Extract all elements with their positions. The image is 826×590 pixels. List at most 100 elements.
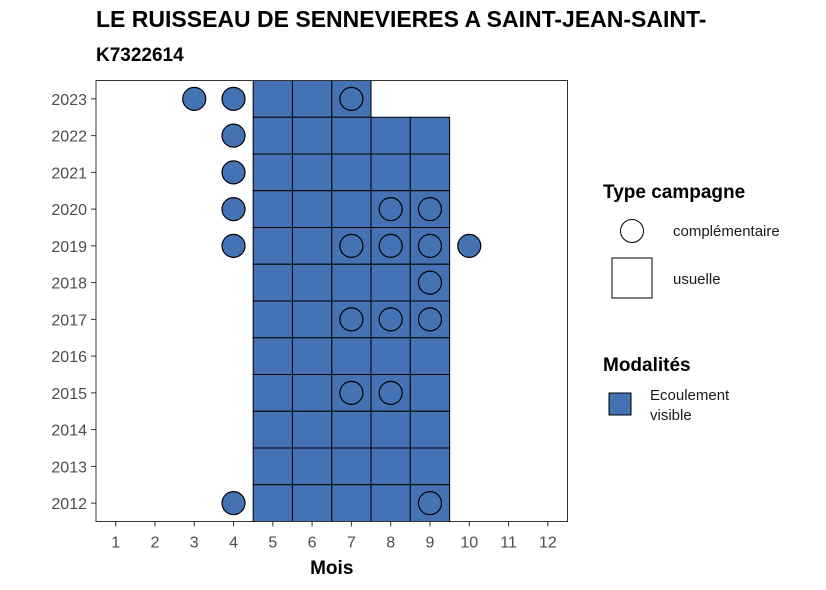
- point-complementaire-2023-3: [182, 86, 207, 111]
- cell-usuelle-2021-5: [252, 153, 293, 192]
- cell-usuelle-2019-6: [291, 227, 333, 265]
- legend-type-campagne-title: Type campagne: [603, 182, 745, 203]
- cell-usuelle-2015-7: [331, 374, 372, 412]
- legend-type-campagne: Type campagne complémentaire usuelle: [603, 182, 780, 299]
- cell-usuelle-2018-8: [370, 263, 411, 302]
- cell-usuelle-2016-6: [291, 337, 333, 375]
- x-tick-label-1: 1: [111, 535, 120, 552]
- cell-usuelle-2013-8: [370, 447, 411, 486]
- point-complementaire-2018-9: [417, 270, 443, 295]
- legend-complementaire-label: complémentaire: [673, 223, 780, 240]
- y-tick-label-2018: 2018: [51, 276, 87, 293]
- y-tick-label-2017: 2017: [51, 312, 87, 329]
- cell-usuelle-2013-7: [331, 447, 372, 486]
- cell-usuelle-2018-5: [252, 263, 293, 302]
- cell-usuelle-2014-5: [252, 410, 293, 449]
- cell-usuelle-2019-8: [370, 227, 411, 265]
- cell-usuelle-2019-9: [409, 227, 451, 265]
- point-complementaire-2017-9: [417, 307, 443, 332]
- x-tick-label-12: 12: [539, 535, 557, 552]
- x-tick-label-4: 4: [229, 535, 238, 552]
- x-tick-label-7: 7: [347, 535, 356, 552]
- chart-subtitle: K7322614: [96, 45, 184, 66]
- cell-usuelle-2012-7: [331, 484, 372, 522]
- cell-usuelle-2017-8: [370, 300, 411, 339]
- cell-usuelle-2017-9: [409, 300, 451, 339]
- y-tick-label-2021: 2021: [51, 165, 87, 182]
- cell-usuelle-2013-9: [409, 447, 451, 486]
- legend-usuelle-label: usuelle: [673, 271, 721, 288]
- cell-usuelle-2013-5: [252, 447, 293, 486]
- cell-usuelle-2019-5: [252, 227, 293, 265]
- legend-ecoulement-label-line2: visible: [650, 407, 692, 424]
- cell-usuelle-2012-6: [291, 484, 333, 522]
- legend-modalites-title: Modalités: [603, 355, 691, 376]
- cell-usuelle-2018-9: [409, 263, 451, 302]
- x-tick-label-9: 9: [426, 535, 435, 552]
- x-tick-label-11: 11: [500, 535, 517, 552]
- x-tick-label-6: 6: [308, 535, 317, 552]
- cell-usuelle-2020-7: [331, 190, 372, 228]
- y-tick-label-2016: 2016: [51, 349, 87, 366]
- cell-usuelle-2015-9: [409, 374, 451, 412]
- point-complementaire-2015-7: [339, 380, 364, 405]
- point-complementaire-2023-7: [339, 86, 364, 111]
- x-axis-title: Mois: [310, 558, 353, 579]
- point-complementaire-2019-7: [339, 233, 364, 258]
- point-complementaire-2019-8: [378, 233, 403, 258]
- cell-usuelle-2012-8: [370, 484, 411, 522]
- point-complementaire-2021-4: [221, 160, 246, 185]
- chart-title: LE RUISSEAU DE SENNEVIERES A SAINT-JEAN-…: [96, 6, 707, 32]
- point-complementaire-2019-10: [457, 233, 482, 258]
- cell-usuelle-2022-5: [252, 116, 293, 155]
- y-tick-label-2023: 2023: [51, 92, 87, 109]
- legend-circle-key: [620, 219, 644, 243]
- cell-usuelle-2021-9: [409, 153, 451, 192]
- y-tick-label-2020: 2020: [51, 202, 87, 219]
- point-complementaire-2015-8: [378, 380, 403, 405]
- cell-usuelle-2019-7: [331, 227, 372, 265]
- cell-usuelle-2021-7: [331, 153, 372, 192]
- y-tick-label-2019: 2019: [51, 239, 87, 256]
- cell-usuelle-2014-6: [291, 410, 333, 449]
- x-tick-label-3: 3: [190, 535, 199, 552]
- point-complementaire-2012-9: [417, 491, 443, 516]
- point-complementaire-2019-4: [221, 233, 246, 258]
- plot-panel-border: [95, 80, 568, 522]
- y-tick-label-2014: 2014: [51, 423, 87, 440]
- cell-usuelle-2022-8: [370, 116, 411, 155]
- point-complementaire-2019-9: [417, 233, 443, 258]
- point-complementaire-2020-8: [378, 197, 403, 222]
- cell-usuelle-2020-6: [291, 190, 333, 228]
- cell-usuelle-2018-6: [291, 263, 333, 302]
- cell-usuelle-2023-6: [291, 80, 333, 118]
- y-tick-label-2013: 2013: [51, 459, 87, 476]
- point-complementaire-2017-7: [339, 307, 364, 332]
- cell-usuelle-2020-9: [409, 190, 451, 228]
- cell-usuelle-2018-7: [331, 263, 372, 302]
- cell-usuelle-2021-6: [291, 153, 333, 192]
- cell-usuelle-2016-9: [409, 337, 451, 375]
- point-complementaire-2023-4: [221, 86, 246, 111]
- legend-modalites: Modalités Ecoulement visible: [603, 355, 730, 424]
- cell-usuelle-2022-6: [291, 116, 333, 155]
- cell-usuelle-2016-8: [370, 337, 411, 375]
- y-tick-label-2012: 2012: [51, 496, 87, 513]
- cell-usuelle-2015-6: [291, 374, 333, 412]
- point-complementaire-2022-4: [221, 123, 246, 148]
- cell-usuelle-2022-9: [409, 116, 451, 155]
- cell-usuelle-2015-5: [252, 374, 293, 412]
- x-tick-label-10: 10: [460, 535, 478, 552]
- cell-usuelle-2016-5: [252, 337, 293, 375]
- cell-usuelle-2022-7: [331, 116, 372, 155]
- y-tick-label-2022: 2022: [51, 129, 87, 146]
- cell-usuelle-2014-9: [409, 410, 451, 449]
- x-axis: 1 2 3 4 5 6 7 8 9 10 11 12: [111, 521, 557, 552]
- legend-ecoulement-label-line1: Ecoulement: [650, 387, 730, 404]
- cell-usuelle-2023-5: [252, 80, 293, 118]
- y-tick-label-2015: 2015: [51, 386, 87, 403]
- cell-usuelle-2017-5: [252, 300, 293, 339]
- cell-usuelle-2014-8: [370, 410, 411, 449]
- y-axis: 2012 2013 2014 2015 2016 2017 2018 2019 2020 2021…: [51, 92, 96, 513]
